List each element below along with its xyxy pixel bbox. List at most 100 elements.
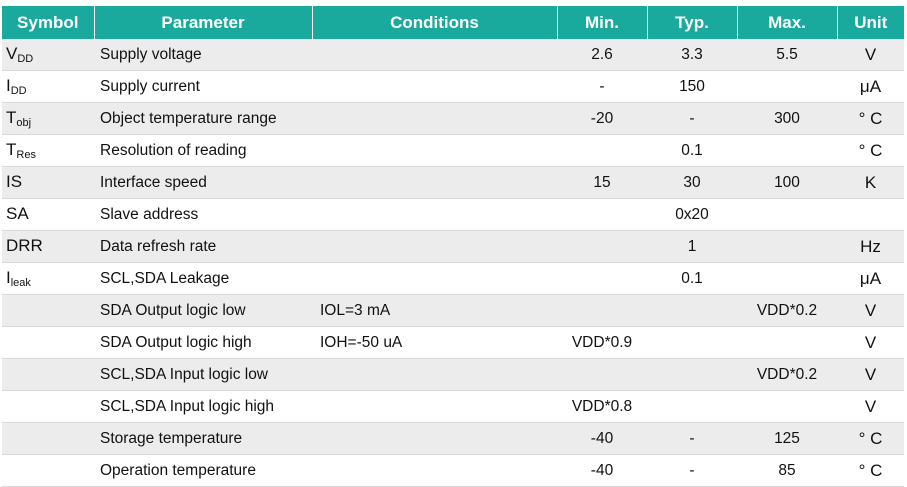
typ-cell: 30 [647,166,737,199]
symbol-cell [2,422,94,455]
max-cell [737,198,837,231]
min-cell [557,134,647,167]
parameter-cell: Data refresh rate [94,230,312,263]
min-cell: -40 [557,422,647,455]
table-row: TRes Resolution of reading 0.1 ° C [2,134,904,167]
typ-cell: 0.1 [647,262,737,295]
min-cell [557,294,647,327]
conditions-cell [312,70,557,103]
conditions-cell [312,358,557,391]
symbol-text: I [6,76,11,95]
unit-cell: Hz [837,230,904,263]
typ-cell [647,390,737,423]
typ-cell: - [647,422,737,455]
symbol-subscript: DD [10,85,27,97]
symbol-cell: Ileak [2,262,94,295]
parameter-cell: Slave address [94,198,312,231]
typ-cell: 0x20 [647,198,737,231]
header-typ: Typ. [647,6,738,39]
max-cell: 300 [737,102,837,135]
max-cell: VDD*0.2 [737,294,837,327]
header-max: Max. [737,6,838,39]
symbol-text: SA [6,204,29,223]
table-row: SCL,SDA Input logic low VDD*0.2 V [2,358,904,391]
parameter-cell: SDA Output logic high [94,326,312,359]
min-cell: - [557,70,647,103]
parameter-cell: Object temperature range [94,102,312,135]
symbol-subscript: leak [10,277,31,289]
parameter-cell: Storage temperature [94,422,312,455]
max-cell: 125 [737,422,837,455]
table-row: Tobj Object temperature range -20-300 ° C [2,102,904,135]
spec-table: Symbol Parameter Conditions Min. Typ. Ma… [2,6,904,487]
symbol-text: IS [6,172,23,191]
header-parameter: Parameter [94,6,313,39]
conditions-cell [312,390,557,423]
conditions-cell: IOL=3 mA [312,294,557,327]
parameter-cell: Supply current [94,70,312,103]
parameter-cell: Supply voltage [94,39,312,71]
typ-cell: 0.1 [647,134,737,167]
typ-cell: - [647,102,737,135]
symbol-cell: Tobj [2,102,94,135]
min-cell: -20 [557,102,647,135]
symbol-cell: VDD [2,39,94,71]
typ-cell [647,326,737,359]
unit-cell: ° C [837,102,904,135]
conditions-cell [312,422,557,455]
table-row: Ileak SCL,SDA Leakage 0.1 μA [2,262,904,295]
unit-cell: V [837,326,904,359]
conditions-cell [312,262,557,295]
symbol-text: DRR [6,236,43,255]
symbol-cell [2,294,94,327]
typ-cell: 3.3 [647,39,737,71]
max-cell [737,230,837,263]
parameter-cell: SDA Output logic low [94,294,312,327]
table-body: VDD Supply voltage 2.6 3.3 5.5 V IDD Supply cur… [2,39,904,487]
symbol-cell [2,358,94,391]
table-row: SDA Output logic high IOH=-50 uA VDD*0.9 V [2,326,904,359]
symbol-text: V [6,44,18,63]
conditions-cell [312,230,557,263]
symbol-text: T [6,108,17,127]
symbol-cell: DRR [2,230,94,263]
symbol-cell [2,390,94,423]
header-conditions: Conditions [312,6,558,39]
unit-cell: V [837,390,904,423]
min-cell [557,262,647,295]
max-cell: VDD*0.2 [737,358,837,391]
parameter-cell: Interface speed [94,166,312,199]
typ-cell [647,358,737,391]
unit-cell [837,198,904,231]
unit-cell: μA [837,70,904,103]
table-row: IS Interface speed 15 30 100 K [2,166,904,199]
min-cell: -40 [557,454,647,487]
max-cell [737,134,837,167]
conditions-cell [312,134,557,167]
conditions-cell [312,39,557,71]
min-cell [557,198,647,231]
symbol-cell: SA [2,198,94,231]
parameter-cell: Operation temperature [94,454,312,487]
max-cell: 100 [737,166,837,199]
parameter-cell: SCL,SDA Leakage [94,262,312,295]
min-cell [557,230,647,263]
min-cell: 2.6 [557,39,647,71]
conditions-cell [312,198,557,231]
unit-cell: ° C [837,454,904,487]
typ-cell: 150 [647,70,737,103]
symbol-text: I [6,268,11,287]
symbol-cell: IDD [2,70,94,103]
unit-cell: V [837,294,904,327]
table-row: SDA Output logic low IOL=3 mA VDD*0.2 V [2,294,904,327]
conditions-cell [312,102,557,135]
unit-cell: ° C [837,134,904,167]
min-cell: VDD*0.8 [557,390,647,423]
unit-cell: ° C [837,422,904,455]
header-unit: Unit [837,6,904,39]
parameter-cell: SCL,SDA Input logic high [94,390,312,423]
conditions-cell: IOH=-50 uA [312,326,557,359]
symbol-cell: IS [2,166,94,199]
conditions-cell [312,166,557,199]
header-min: Min. [557,6,648,39]
